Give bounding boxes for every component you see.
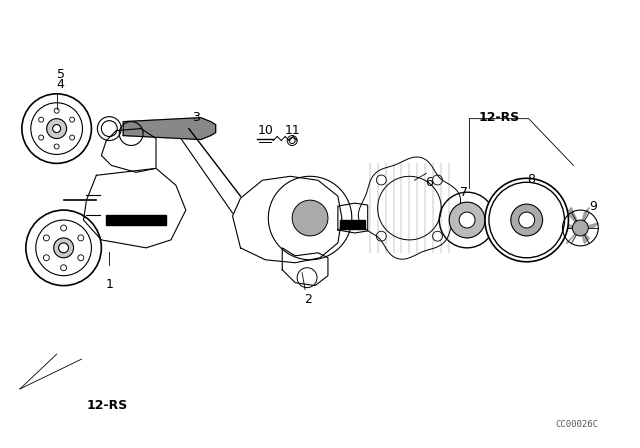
Polygon shape bbox=[83, 168, 186, 248]
Text: 12-RS: 12-RS bbox=[86, 399, 128, 412]
Polygon shape bbox=[557, 223, 580, 228]
Circle shape bbox=[519, 212, 534, 228]
Polygon shape bbox=[580, 223, 598, 228]
Circle shape bbox=[459, 212, 475, 228]
Polygon shape bbox=[566, 207, 580, 228]
Polygon shape bbox=[232, 177, 342, 263]
Circle shape bbox=[59, 243, 68, 253]
Polygon shape bbox=[282, 248, 328, 286]
Text: 6: 6 bbox=[426, 177, 433, 190]
Polygon shape bbox=[580, 207, 589, 228]
Text: 3: 3 bbox=[192, 111, 200, 124]
Text: 1: 1 bbox=[106, 278, 113, 291]
Circle shape bbox=[511, 204, 543, 236]
Polygon shape bbox=[101, 129, 156, 172]
Text: 4: 4 bbox=[57, 78, 65, 91]
Polygon shape bbox=[566, 228, 580, 243]
Circle shape bbox=[54, 238, 74, 258]
Polygon shape bbox=[338, 203, 368, 233]
Polygon shape bbox=[580, 228, 589, 243]
Circle shape bbox=[485, 178, 568, 262]
Circle shape bbox=[47, 119, 67, 138]
Circle shape bbox=[572, 220, 588, 236]
Text: 9: 9 bbox=[589, 200, 597, 213]
Text: 2: 2 bbox=[304, 293, 312, 306]
Circle shape bbox=[52, 125, 61, 133]
Polygon shape bbox=[340, 220, 365, 229]
Circle shape bbox=[449, 202, 485, 238]
Text: 5: 5 bbox=[57, 68, 65, 81]
Text: 7: 7 bbox=[460, 186, 468, 199]
Text: CC00026C: CC00026C bbox=[556, 420, 598, 429]
Text: 8: 8 bbox=[527, 173, 534, 186]
Text: 12-RS: 12-RS bbox=[479, 111, 520, 124]
Polygon shape bbox=[124, 118, 216, 139]
Text: 11: 11 bbox=[284, 124, 300, 137]
Text: 10: 10 bbox=[257, 124, 273, 137]
Polygon shape bbox=[106, 215, 166, 225]
Circle shape bbox=[292, 200, 328, 236]
